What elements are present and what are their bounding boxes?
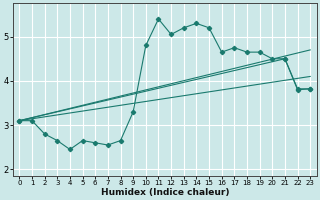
X-axis label: Humidex (Indice chaleur): Humidex (Indice chaleur) bbox=[100, 188, 229, 197]
